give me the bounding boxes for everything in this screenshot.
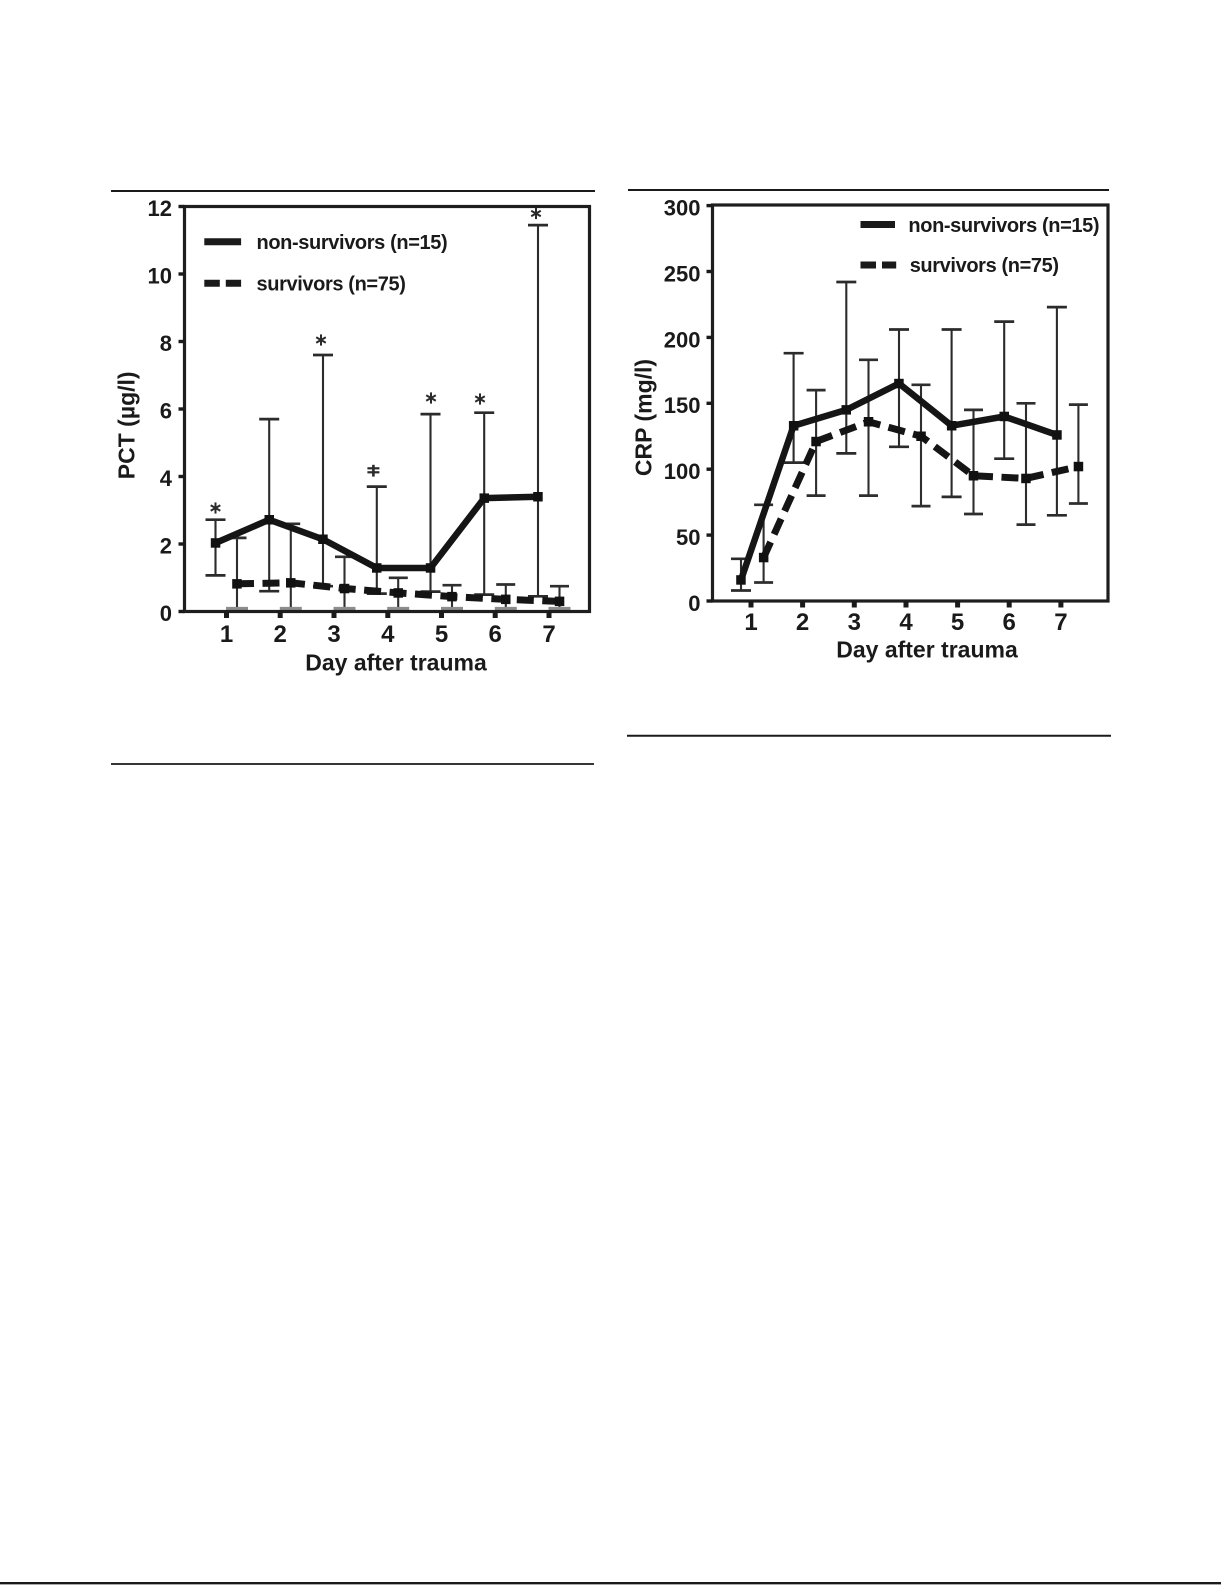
svg-text:Day after trauma: Day after trauma: [305, 650, 487, 676]
svg-text:150: 150: [664, 393, 701, 418]
svg-text:0: 0: [160, 601, 172, 626]
svg-text:3: 3: [327, 621, 340, 648]
svg-text:non-survivors (n=15): non-survivors (n=15): [257, 232, 448, 254]
svg-text:8: 8: [160, 331, 172, 356]
svg-text:300: 300: [664, 196, 701, 221]
svg-text:survivors (n=75): survivors (n=75): [257, 274, 406, 296]
svg-text:7: 7: [542, 621, 555, 648]
svg-text:100: 100: [664, 459, 701, 484]
svg-text:5: 5: [951, 609, 964, 636]
svg-text:1: 1: [220, 621, 233, 648]
svg-text:6: 6: [1003, 609, 1016, 636]
svg-text:CRP (mg/l): CRP (mg/l): [631, 359, 657, 476]
svg-text:5: 5: [435, 621, 448, 648]
svg-text:4: 4: [381, 621, 395, 648]
svg-text:4: 4: [160, 466, 173, 491]
svg-text:2: 2: [160, 534, 172, 559]
svg-text:200: 200: [664, 327, 701, 352]
svg-text:6: 6: [160, 399, 172, 424]
svg-text:1: 1: [744, 609, 757, 636]
svg-text:Day after trauma: Day after trauma: [836, 637, 1018, 663]
svg-text:2: 2: [796, 609, 809, 636]
svg-text:12: 12: [148, 196, 172, 221]
svg-text:PCT (µg/l): PCT (µg/l): [114, 371, 140, 479]
svg-text:50: 50: [676, 525, 700, 550]
svg-text:survivors (n=75): survivors (n=75): [910, 255, 1059, 277]
svg-text:10: 10: [148, 264, 172, 289]
svg-text:250: 250: [664, 261, 701, 286]
svg-text:2: 2: [274, 621, 287, 648]
svg-text:0: 0: [688, 591, 700, 616]
svg-text:7: 7: [1054, 609, 1067, 636]
svg-text:non-survivors (n=15): non-survivors (n=15): [908, 215, 1099, 237]
svg-text:3: 3: [848, 609, 861, 636]
svg-text:4: 4: [899, 609, 913, 636]
svg-text:6: 6: [489, 621, 502, 648]
